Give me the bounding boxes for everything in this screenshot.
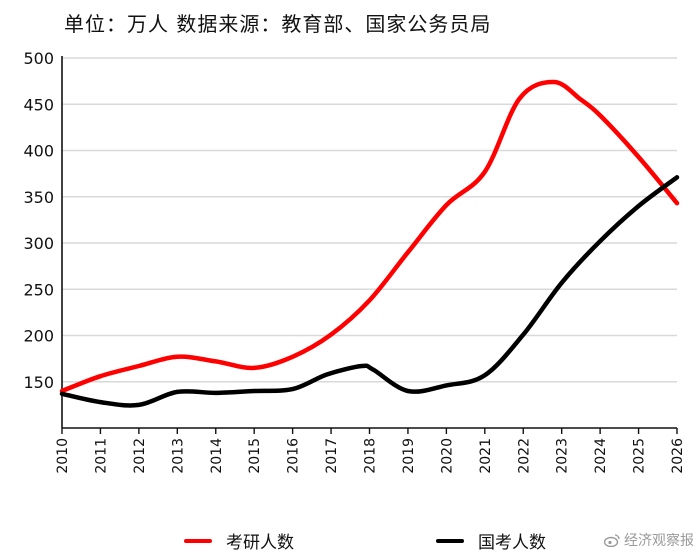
x-tick-label-2012: 2012 [132,438,148,474]
legend-item-kaoyan: 考研人数 [184,528,294,553]
x-tick-label-2020: 2020 [439,438,455,474]
x-tick-label-2024: 2024 [593,438,609,474]
y-tick-label-250: 250 [23,280,54,299]
watermark-text: 经济观察报 [624,533,694,549]
x-tick-label-2011: 2011 [93,438,109,474]
legend-label-kaoyan: 考研人数 [226,533,294,553]
x-tick-label-2019: 2019 [401,438,417,474]
series-line-kaoyan [59,79,680,394]
x-tick-label-2014: 2014 [209,438,225,474]
legend-swatch-kaoyan [184,538,212,543]
legend-swatch-guokao [436,538,464,543]
y-tick-label-200: 200 [23,327,54,346]
x-tick-label-2021: 2021 [478,438,494,474]
x-tick-label-2026: 2026 [670,438,686,474]
x-tick-label-2010: 2010 [55,438,71,474]
x-tick-label-2023: 2023 [555,438,571,474]
y-tick-labels: 150 200 250 300 350 400 450 500 [23,49,54,392]
y-tick-label-500: 500 [23,49,54,68]
y-tick-label-300: 300 [23,234,54,253]
chart-source-note: 单位：万人 数据来源：教育部、国家公务员局 [64,12,492,36]
x-tick-labels: 2010 2011 2012 2013 2014 2015 2016 2017 2018 2019… [55,438,686,474]
y-tick-label-450: 450 [23,95,54,114]
y-tick-label-350: 350 [23,188,54,207]
x-tick-label-2016: 2016 [286,438,302,474]
series-lines [59,79,680,408]
axes [61,56,678,434]
y-tick-label-400: 400 [23,142,54,161]
gridlines [62,57,677,383]
weibo-icon [604,534,620,547]
x-tick-label-2022: 2022 [516,438,532,474]
y-tick-label-150: 150 [23,373,54,392]
legend-item-guokao: 国考人数 [436,528,546,553]
series-line-guokao [59,175,680,408]
watermark: 经济观察报 [604,530,694,550]
x-tick-label-2013: 2013 [170,438,186,474]
x-tick-label-2018: 2018 [363,438,379,474]
legend-label-guokao: 国考人数 [478,533,546,553]
x-tick-label-2017: 2017 [324,438,340,474]
x-tick-label-2025: 2025 [632,438,648,474]
x-tick-label-2015: 2015 [247,438,263,474]
